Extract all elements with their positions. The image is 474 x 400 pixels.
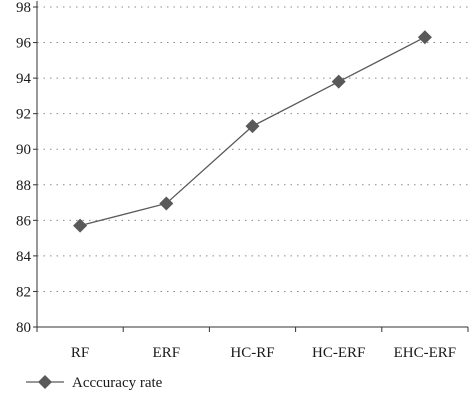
data-point-erf bbox=[159, 196, 174, 211]
gridlines bbox=[37, 6, 468, 292]
y-tick-label-84: 84 bbox=[16, 249, 32, 265]
data-point-rf bbox=[73, 218, 88, 233]
y-tick-label-88: 88 bbox=[16, 178, 31, 194]
y-tick-label-92: 92 bbox=[16, 107, 31, 123]
x-tick-label-hc-rf: HC-RF bbox=[230, 345, 274, 361]
x-axis-ticks: RF ERF HC-RF HC-ERF EHC-ERF bbox=[36, 327, 469, 361]
data-point-hc-erf bbox=[331, 74, 346, 89]
data-point-hc-rf bbox=[245, 119, 260, 134]
legend: Acccuracy rate bbox=[26, 375, 163, 391]
y-tick-label-94: 94 bbox=[16, 71, 32, 87]
x-tick-label-rf: RF bbox=[71, 345, 89, 361]
data-point-ehc-erf bbox=[417, 30, 432, 45]
y-tick-label-80: 80 bbox=[16, 320, 31, 336]
y-tick-label-86: 86 bbox=[16, 213, 32, 229]
series-accuracy-rate bbox=[73, 30, 432, 233]
y-tick-label-96: 96 bbox=[16, 36, 32, 52]
axes bbox=[36, 1, 468, 328]
y-tick-label-90: 90 bbox=[16, 142, 31, 158]
x-tick-label-hc-erf: HC-ERF bbox=[312, 345, 365, 361]
legend-label: Acccuracy rate bbox=[72, 375, 163, 391]
y-axis-ticks: 80 82 84 86 88 90 92 94 96 98 bbox=[16, 0, 37, 336]
x-tick-label-erf: ERF bbox=[153, 345, 181, 361]
legend-diamond-marker bbox=[38, 375, 52, 389]
x-tick-label-ehc-erf: EHC-ERF bbox=[394, 345, 457, 361]
y-tick-label-98: 98 bbox=[16, 0, 31, 16]
y-tick-label-82: 82 bbox=[16, 284, 31, 300]
